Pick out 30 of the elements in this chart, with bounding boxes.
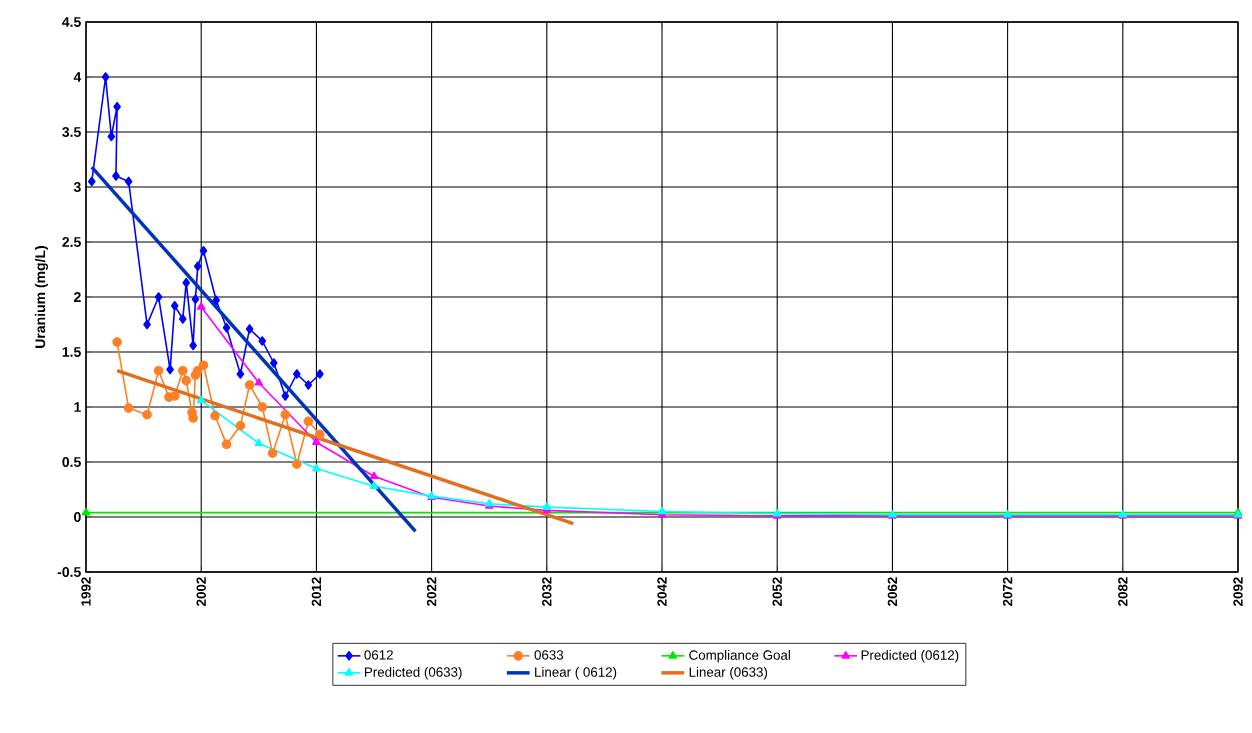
x-tick-label: 2092 (1233, 577, 1243, 606)
x-tick-label: 2032 (542, 577, 552, 606)
y-tick-label: 1 (74, 402, 81, 412)
legend-label: 0633 (534, 650, 564, 660)
y-tick-label: 3.5 (62, 127, 81, 137)
y-tick-label: 3 (73, 182, 81, 192)
y-tick-label: 2 (73, 292, 81, 302)
x-tick-label: 2082 (1118, 577, 1128, 606)
legend-label: Compliance Goal (689, 650, 790, 663)
x-tick-label: 2042 (657, 577, 667, 606)
y-tick-label: 4 (73, 72, 82, 82)
legend-label: Linear ( 0612) (535, 667, 617, 680)
legend-label: 0612 (364, 650, 393, 660)
x-tick-label: 2012 (311, 577, 322, 606)
x-tick-label: 2072 (1002, 577, 1013, 606)
x-tick-label: 2052 (772, 577, 782, 606)
y-tick-label: 2.5 (62, 237, 81, 247)
y-tick-label: 1.5 (62, 347, 81, 357)
y-tick-label: 0.5 (62, 457, 81, 467)
x-tick-label: 1992 (81, 577, 91, 606)
legend-label: Predicted (0612) (861, 650, 959, 663)
y-tick-label: 4.5 (62, 17, 81, 27)
y-tick-label: 0 (74, 512, 81, 522)
x-tick-label: 2002 (196, 577, 206, 606)
legend-label: Predicted (0633) (364, 667, 462, 680)
y-tick-label: -0.5 (57, 567, 81, 577)
x-tick-label: 2062 (887, 577, 898, 606)
legend-label: Linear (0633) (689, 667, 768, 680)
x-tick-label: 2022 (426, 577, 437, 606)
y-axis-title: Uranium (mg/L) (34, 246, 49, 348)
